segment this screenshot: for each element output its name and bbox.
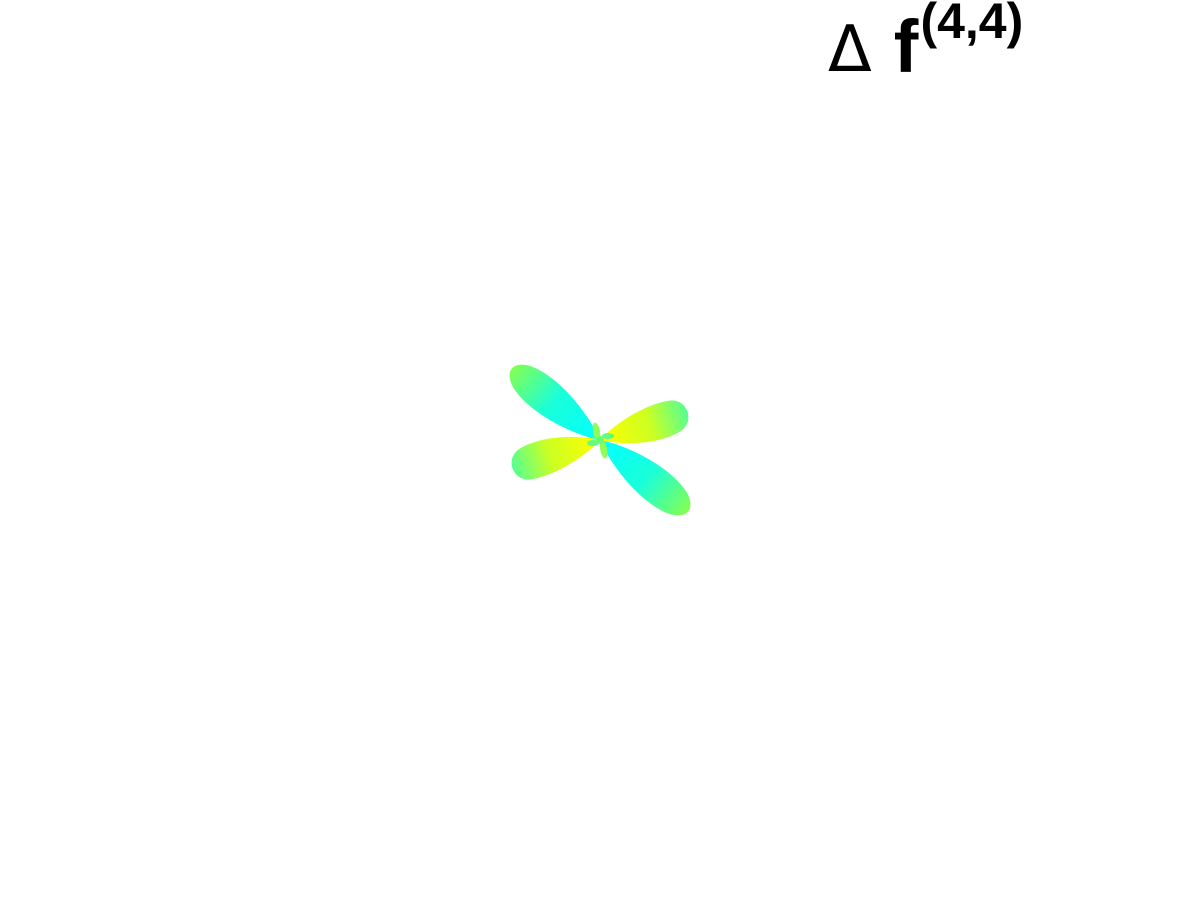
lobe-lower-right	[600, 440, 691, 516]
node-lobe-left	[587, 440, 599, 446]
lobe-lower-left	[511, 436, 600, 480]
node-lobe-right	[602, 433, 614, 439]
node-lobe-bottom	[599, 440, 608, 459]
superscript-indices: (4,4)	[920, 0, 1024, 49]
node-center	[596, 436, 604, 444]
lobe-upper-left	[509, 364, 600, 440]
lobe-upper-right	[600, 400, 689, 444]
delta-symbol: Δ	[828, 13, 872, 87]
node-lobe-top	[592, 422, 601, 441]
function-name: f	[893, 5, 919, 88]
